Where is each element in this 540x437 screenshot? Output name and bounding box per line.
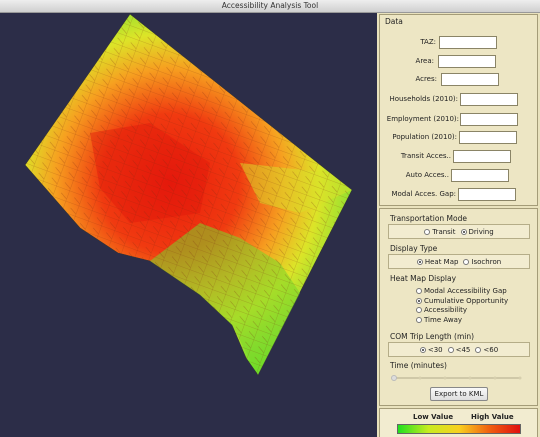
radio-button[interactable] bbox=[447, 346, 454, 353]
radio-option[interactable]: <30 bbox=[419, 345, 443, 354]
radio-group: Transit Driving bbox=[388, 224, 530, 239]
field-label: Population (2010): bbox=[392, 133, 457, 141]
field-label: Transit Acces.. bbox=[400, 152, 451, 160]
legend: Low Value High Value bbox=[379, 408, 538, 437]
radio-option[interactable]: Accessibility bbox=[416, 306, 467, 314]
radio-button[interactable] bbox=[416, 258, 423, 265]
radio-option[interactable]: Time Away bbox=[416, 316, 462, 324]
radio-option[interactable]: <60 bbox=[475, 346, 498, 354]
radio-label: Isochron bbox=[471, 257, 502, 266]
text-field[interactable] bbox=[453, 150, 511, 163]
radio-option[interactable]: Heat Map bbox=[416, 257, 459, 266]
radio-label: Driving bbox=[468, 227, 494, 236]
legend-high: High Value bbox=[471, 413, 514, 421]
export-button[interactable]: Export to KML bbox=[430, 387, 488, 401]
field-label: Acres: bbox=[415, 75, 437, 83]
radio-group: <30 <45 <60 bbox=[388, 342, 530, 357]
radio-label: Transit bbox=[432, 227, 456, 236]
radio-button[interactable] bbox=[463, 258, 470, 265]
radio-option[interactable]: Transit bbox=[424, 227, 456, 236]
text-field[interactable] bbox=[459, 131, 517, 144]
text-field[interactable] bbox=[441, 73, 499, 86]
radio-label: Heat Map bbox=[424, 257, 459, 266]
window-title: Accessibility Analysis Tool bbox=[0, 0, 540, 13]
radio-group: Heat Map Isochron bbox=[388, 254, 530, 269]
radio-button[interactable] bbox=[416, 307, 422, 313]
field-label: Area: bbox=[415, 57, 434, 65]
radio-group: Modal Accessibility Gap Cumulative Opport… bbox=[416, 287, 540, 324]
radio-label: <30 bbox=[427, 345, 443, 354]
radio-label: <60 bbox=[483, 345, 499, 354]
radio-label: Modal Accessibility Gap bbox=[424, 287, 507, 295]
radio-option[interactable]: Isochron bbox=[463, 258, 501, 266]
map-view bbox=[0, 13, 377, 437]
text-field[interactable] bbox=[438, 55, 496, 68]
radio-button[interactable] bbox=[475, 346, 482, 353]
radio-button[interactable] bbox=[460, 228, 467, 235]
text-field[interactable] bbox=[460, 93, 518, 106]
radio-button[interactable] bbox=[424, 228, 431, 235]
radio-option[interactable]: Cumulative Opportunity bbox=[416, 297, 508, 305]
text-field[interactable] bbox=[460, 113, 518, 126]
field-label: Modal Acces. Gap: bbox=[391, 190, 456, 198]
time-slider[interactable] bbox=[390, 372, 525, 384]
text-field[interactable] bbox=[451, 169, 509, 182]
radio-label: Accessibility bbox=[424, 306, 468, 314]
radio-button[interactable] bbox=[416, 288, 422, 294]
district-boundaries bbox=[25, 14, 352, 375]
field-label: Households (2010): bbox=[389, 95, 458, 103]
control-panel: Transportation Mode Transit Driving Displ… bbox=[379, 208, 538, 406]
field-label: Employment (2010): bbox=[386, 115, 459, 123]
section-title: Transportation Mode bbox=[390, 214, 467, 223]
section-title: Heat Map Display bbox=[390, 274, 457, 283]
legend-low: Low Value bbox=[413, 413, 454, 421]
section-title: Time (minutes) bbox=[390, 361, 447, 370]
text-field[interactable] bbox=[439, 36, 497, 49]
radio-button[interactable] bbox=[416, 297, 422, 304]
panel-title: Data bbox=[385, 17, 403, 26]
radio-option[interactable]: Modal Accessibility Gap bbox=[416, 287, 507, 295]
section-title: Display Type bbox=[390, 244, 438, 253]
radio-button[interactable] bbox=[419, 346, 426, 353]
radio-option[interactable]: <45 bbox=[447, 345, 471, 354]
radio-label: Cumulative Opportunity bbox=[424, 296, 509, 305]
section-title: COM Trip Length (min) bbox=[390, 332, 475, 341]
field-label: Auto Acces.. bbox=[405, 171, 449, 179]
radio-button[interactable] bbox=[416, 316, 422, 323]
text-field[interactable] bbox=[458, 188, 516, 201]
radio-label: Time Away bbox=[424, 315, 463, 324]
legend-gradient bbox=[397, 424, 521, 434]
data-panel: Data TAZ: Area: Acres: Households (2010): Em… bbox=[379, 14, 538, 206]
field-label: TAZ: bbox=[420, 38, 436, 46]
radio-label: <45 bbox=[455, 345, 471, 354]
radio-option[interactable]: Driving bbox=[460, 227, 494, 236]
